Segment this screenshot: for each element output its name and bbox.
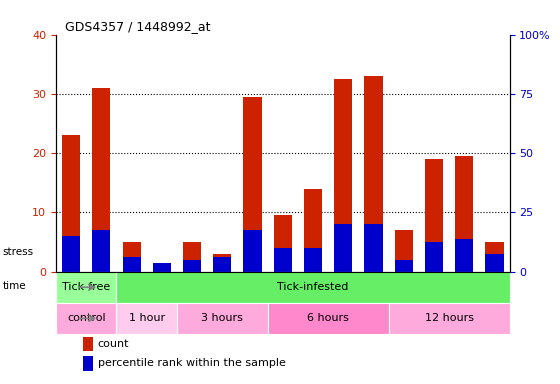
Text: Tick-free: Tick-free bbox=[62, 282, 110, 292]
Bar bbox=[123, 242, 141, 272]
Text: 1 hour: 1 hour bbox=[129, 313, 165, 323]
Bar bbox=[395, 260, 413, 272]
Bar bbox=[274, 215, 292, 272]
Bar bbox=[153, 263, 171, 272]
Bar bbox=[425, 242, 443, 272]
Bar bbox=[365, 76, 382, 272]
Bar bbox=[123, 257, 141, 272]
Bar bbox=[425, 159, 443, 272]
Bar bbox=[213, 254, 231, 272]
Bar bbox=[116, 272, 510, 303]
Bar bbox=[183, 260, 201, 272]
Bar bbox=[116, 303, 177, 334]
Bar bbox=[274, 248, 292, 272]
Bar bbox=[244, 230, 262, 272]
Text: 12 hours: 12 hours bbox=[424, 313, 474, 323]
Bar bbox=[62, 135, 80, 272]
Text: 3 hours: 3 hours bbox=[202, 313, 243, 323]
Bar bbox=[62, 236, 80, 272]
Bar bbox=[365, 224, 382, 272]
Text: count: count bbox=[98, 339, 129, 349]
Text: time: time bbox=[3, 281, 26, 291]
Bar bbox=[389, 303, 510, 334]
Bar bbox=[177, 303, 268, 334]
Bar bbox=[92, 88, 110, 272]
Bar bbox=[304, 189, 322, 272]
Text: Tick-infested: Tick-infested bbox=[277, 282, 349, 292]
Text: percentile rank within the sample: percentile rank within the sample bbox=[98, 358, 286, 368]
Bar bbox=[455, 239, 473, 272]
Bar bbox=[304, 248, 322, 272]
Bar bbox=[334, 224, 352, 272]
Bar bbox=[486, 242, 503, 272]
Text: 6 hours: 6 hours bbox=[307, 313, 349, 323]
Bar bbox=[92, 230, 110, 272]
Bar bbox=[486, 254, 503, 272]
Text: control: control bbox=[67, 313, 105, 323]
Bar bbox=[83, 337, 93, 351]
Bar bbox=[395, 230, 413, 272]
Bar bbox=[153, 263, 171, 272]
Bar bbox=[183, 242, 201, 272]
Bar bbox=[334, 79, 352, 272]
Text: stress: stress bbox=[3, 247, 34, 257]
Bar bbox=[268, 303, 389, 334]
Bar bbox=[56, 303, 116, 334]
Text: GDS4357 / 1448992_at: GDS4357 / 1448992_at bbox=[65, 20, 211, 33]
Bar bbox=[244, 97, 262, 272]
Bar bbox=[213, 257, 231, 272]
Bar bbox=[56, 272, 116, 303]
Bar bbox=[83, 356, 93, 371]
Bar bbox=[455, 156, 473, 272]
